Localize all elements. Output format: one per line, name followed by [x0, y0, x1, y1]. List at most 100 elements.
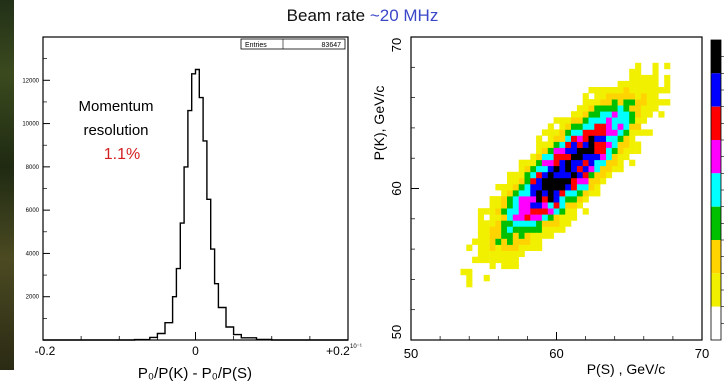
heatmap-cell: [483, 220, 490, 227]
heatmap-cell: [518, 208, 525, 215]
heatmap-cell: [640, 93, 647, 100]
heatmap-cell: [541, 196, 548, 203]
heatmap-cell: [559, 129, 566, 136]
heatmap-cell: [530, 208, 537, 215]
heatmap-cell: [507, 177, 514, 185]
heatmap-cell: [518, 250, 525, 257]
heatmap-cell: [617, 80, 624, 88]
heatmap-cell: [611, 153, 618, 161]
heatmap-cell: [518, 165, 525, 173]
heatmap-cell: [536, 135, 543, 142]
heatmap-cell: [646, 129, 653, 136]
histogram-y-tick-label: 2000: [26, 295, 40, 301]
heatmap-cell: [530, 165, 537, 173]
heatmap-cell: [576, 105, 583, 112]
heatmap-cell: [536, 202, 543, 209]
heatmap-cell: [512, 238, 519, 245]
heatmap-cell: [507, 220, 514, 227]
heatmap-cell: [530, 196, 537, 203]
heatmap-cell: [664, 62, 671, 70]
heatmap-cell: [571, 159, 578, 167]
heatmap-cell: [611, 165, 618, 173]
heatmap-cell: [559, 184, 566, 191]
heatmap-cell: [547, 147, 554, 154]
heatmap-cell: [617, 117, 624, 124]
color-palette: [710, 39, 724, 341]
heatmap-cell: [600, 117, 607, 124]
heatmap-cell: [536, 159, 543, 167]
heatmap-cell: [565, 141, 572, 148]
heatmap-cell: [553, 208, 560, 215]
heatmap-cell: [646, 87, 653, 94]
heatmap-cell: [600, 171, 607, 179]
heatmap-cell: [600, 135, 607, 142]
heatmap-cell: [536, 214, 543, 221]
heatmap-cell: [606, 93, 613, 100]
heatmap-cell: [594, 153, 601, 161]
heatmap-cell: [547, 232, 554, 239]
heatmap-cell: [646, 80, 653, 88]
heatmap-cell: [477, 250, 484, 257]
heatmap-cell: [571, 184, 578, 191]
stats-name: Entries: [245, 42, 267, 49]
heatmap-cell: [571, 208, 578, 215]
heatmap-cell: [553, 153, 560, 161]
heatmap-cell: [576, 153, 583, 161]
heatmap-cell: [501, 232, 508, 239]
heatmap-cell: [582, 141, 589, 148]
heatmap-cell: [571, 165, 578, 173]
heatmap-cell: [507, 214, 514, 221]
heatmap-cell: [635, 74, 642, 82]
heatmap-cell: [489, 256, 496, 264]
heatmap-cell: [588, 190, 595, 197]
heatmap-chart: P(S) , GeV/c P(K), GeV/c 50 60 70 50 60 70: [371, 36, 724, 377]
heatmap-cell: [606, 111, 613, 118]
heatmap-cell: [501, 244, 508, 251]
heatmap-cell: [652, 62, 659, 70]
heatmap-cell: [629, 99, 636, 106]
heatmap-cell: [541, 232, 548, 239]
heatmap-cell: [524, 214, 531, 221]
heatmap-cell: [477, 220, 484, 227]
heatmap-cell: [571, 214, 578, 221]
heatmap-cell: [594, 190, 601, 197]
heatmap-cell: [629, 117, 636, 124]
heatmap-cell: [576, 196, 583, 203]
heatmap-cell: [495, 238, 502, 245]
heatmap-cell: [623, 147, 630, 154]
heatmap-cell: [483, 208, 490, 215]
heatmap-x-tick-label: 70: [695, 346, 709, 361]
heatmap-cell: [559, 135, 566, 142]
heatmap-cell: [606, 141, 613, 148]
heatmap-cell: [594, 105, 601, 112]
heatmap-cell: [477, 214, 484, 221]
heatmap-cell: [658, 99, 665, 106]
heatmap-cell: [658, 111, 665, 118]
heatmap-cell: [594, 159, 601, 167]
heatmap-cell: [547, 226, 554, 233]
heatmap-cell: [611, 87, 618, 94]
heatmap-cell: [518, 238, 525, 245]
heatmap-cell: [547, 202, 554, 209]
heatmap-cell: [582, 208, 589, 215]
palette-swatch: [711, 106, 721, 140]
heatmap-cell: [483, 250, 490, 257]
heatmap-cell: [623, 117, 630, 124]
heatmap-cell: [512, 220, 519, 227]
heatmap-cell: [588, 87, 595, 94]
heatmap-cell: [547, 141, 554, 148]
heatmap-cell: [489, 220, 496, 227]
heatmap-cell: [483, 238, 490, 245]
heatmap-cell: [507, 238, 514, 245]
heatmap-cell: [582, 117, 589, 124]
heatmap-cells: [460, 62, 671, 288]
heatmap-cell: [582, 123, 589, 130]
heatmap-cell: [518, 159, 525, 167]
heatmap-cell: [611, 141, 618, 148]
heatmap-cell: [582, 135, 589, 142]
heatmap-cell: [565, 171, 572, 179]
heatmap-cell: [559, 196, 566, 203]
heatmap-cell: [600, 147, 607, 154]
heatmap-cell: [489, 208, 496, 215]
heatmap-cell: [640, 74, 647, 82]
